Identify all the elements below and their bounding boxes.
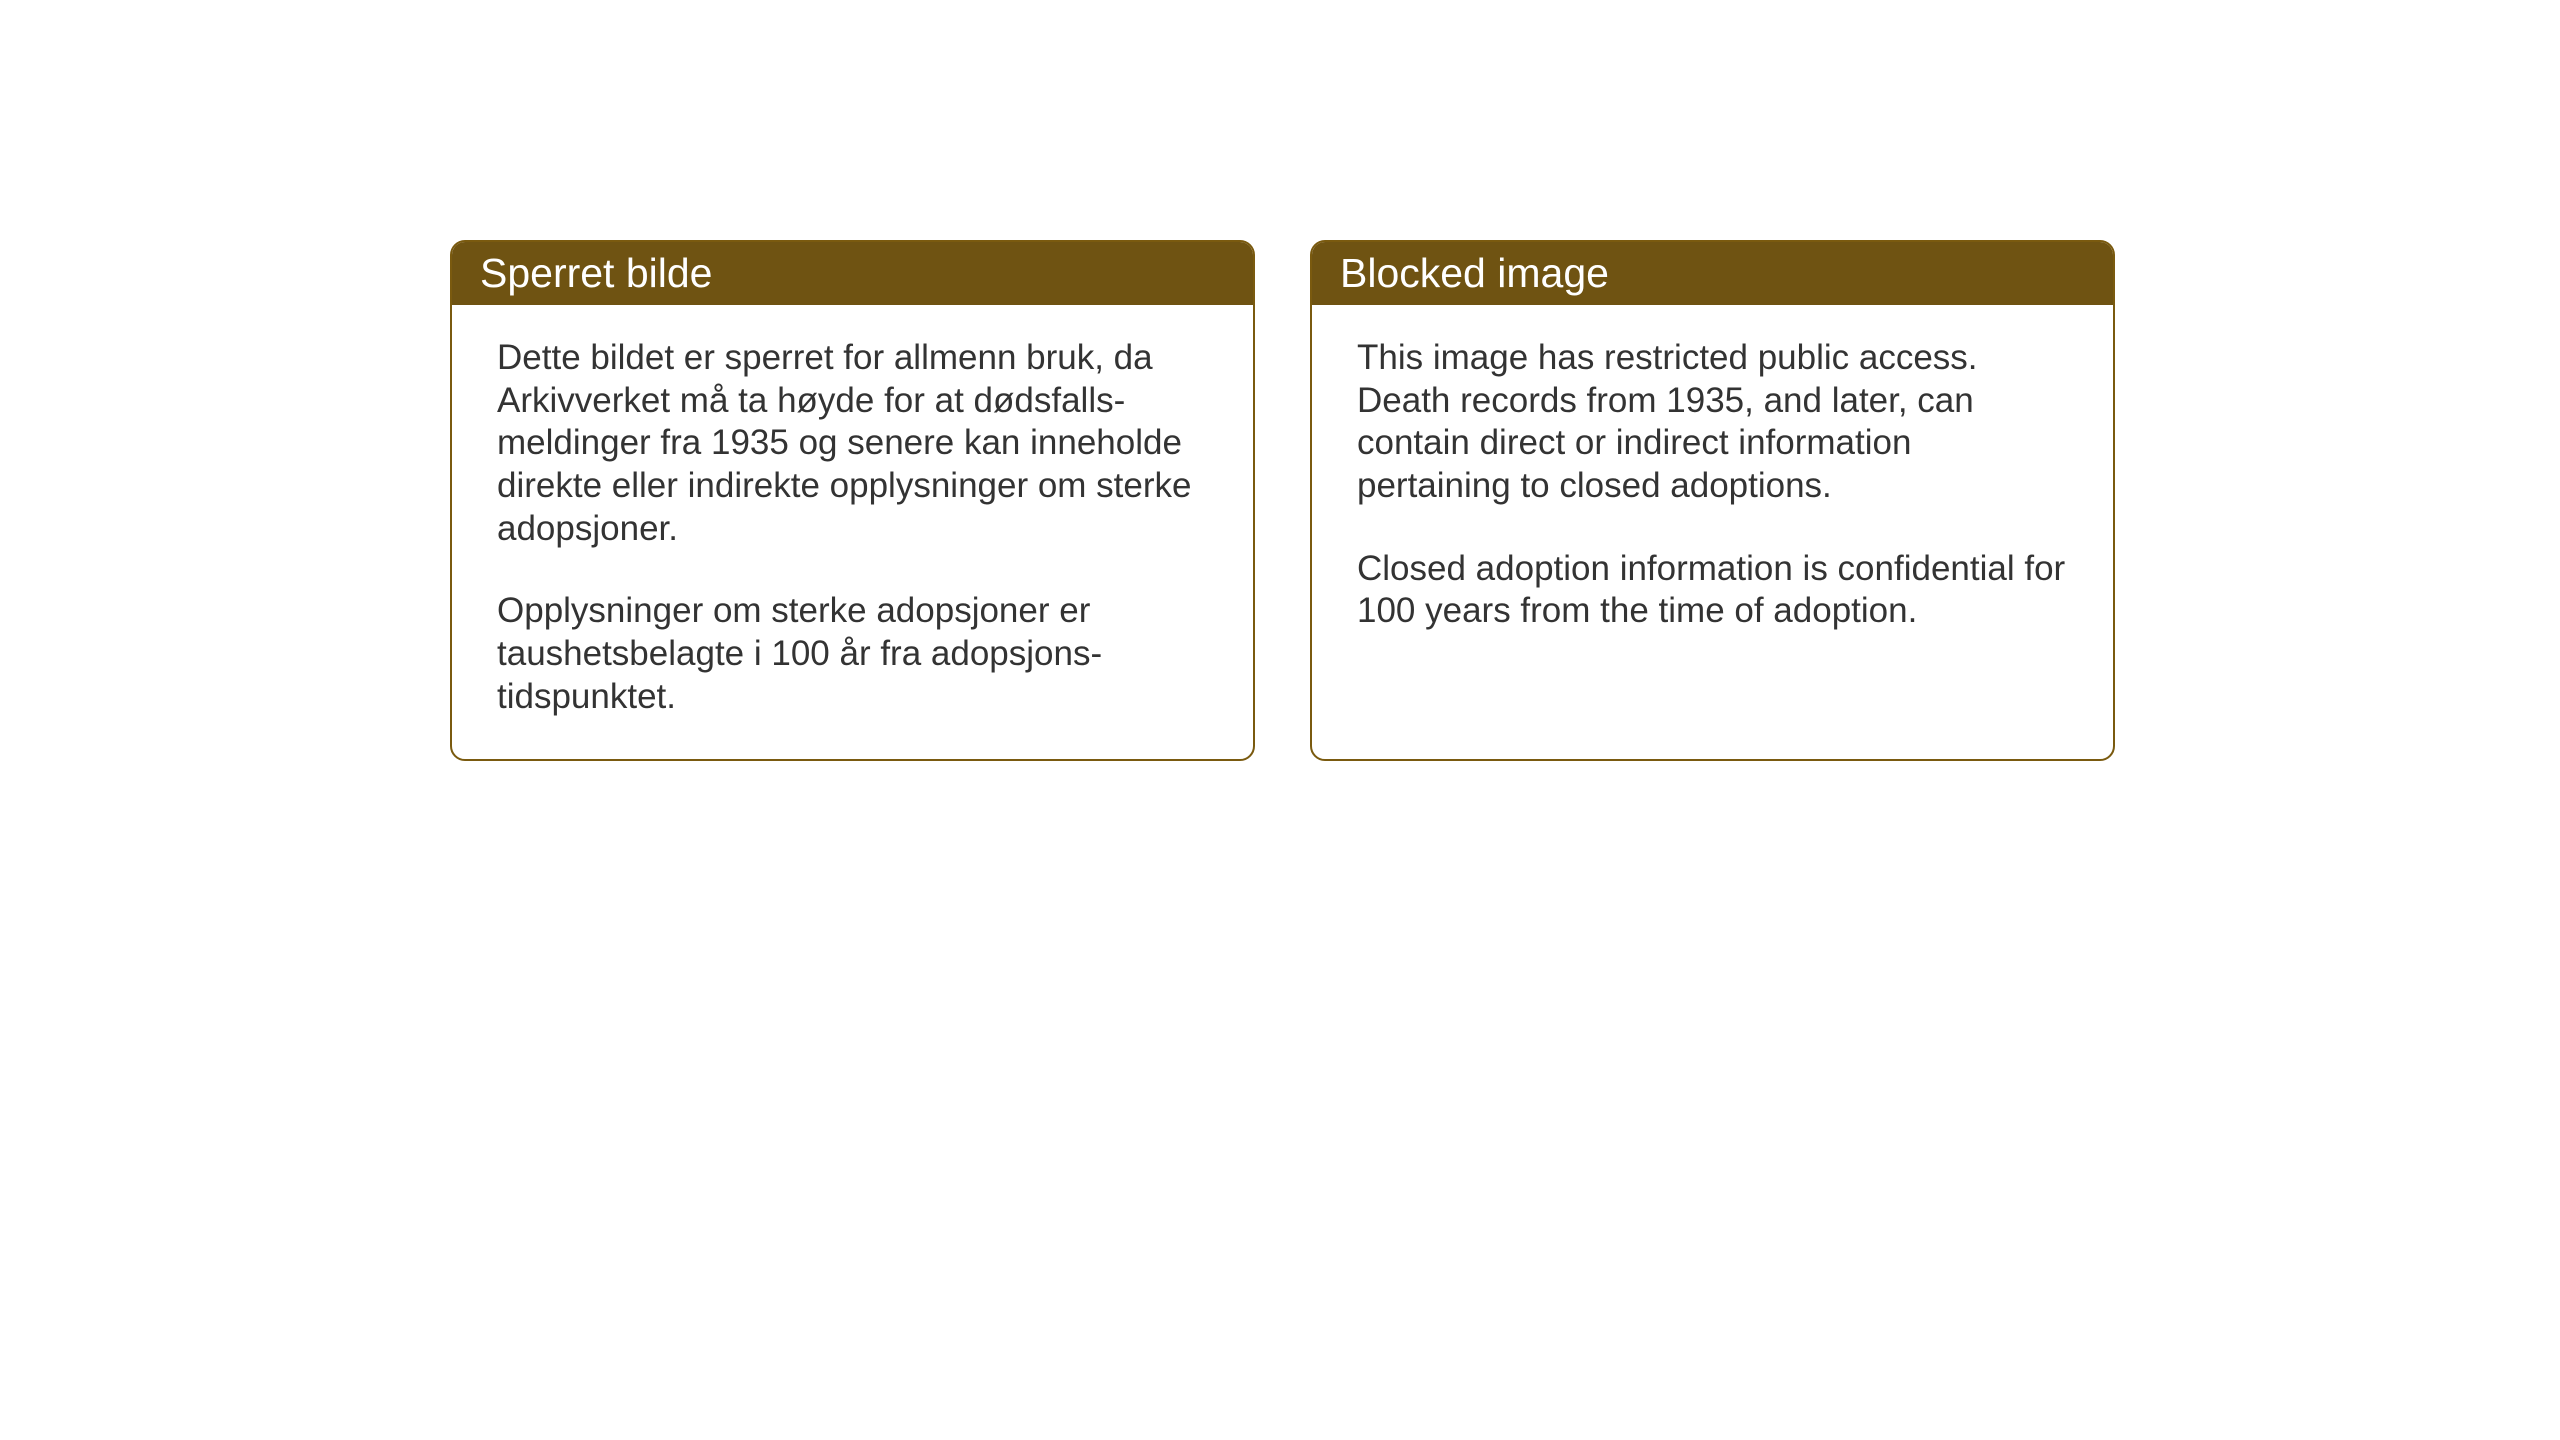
notice-paragraph-2-norwegian: Opplysninger om sterke adopsjoner er tau…: [497, 590, 1208, 718]
notice-box-english: Blocked image This image has restricted …: [1310, 240, 2115, 761]
notice-body-english: This image has restricted public access.…: [1312, 305, 2113, 745]
notice-body-norwegian: Dette bildet er sperret for allmenn bruk…: [452, 305, 1253, 759]
notice-title-norwegian: Sperret bilde: [480, 250, 712, 296]
notice-header-norwegian: Sperret bilde: [452, 242, 1253, 305]
notice-paragraph-1-norwegian: Dette bildet er sperret for allmenn bruk…: [497, 337, 1208, 550]
notice-header-english: Blocked image: [1312, 242, 2113, 305]
notice-title-english: Blocked image: [1340, 250, 1609, 296]
notice-container: Sperret bilde Dette bildet er sperret fo…: [450, 240, 2115, 761]
notice-paragraph-2-english: Closed adoption information is confident…: [1357, 548, 2068, 633]
notice-box-norwegian: Sperret bilde Dette bildet er sperret fo…: [450, 240, 1255, 761]
notice-paragraph-1-english: This image has restricted public access.…: [1357, 337, 2068, 508]
